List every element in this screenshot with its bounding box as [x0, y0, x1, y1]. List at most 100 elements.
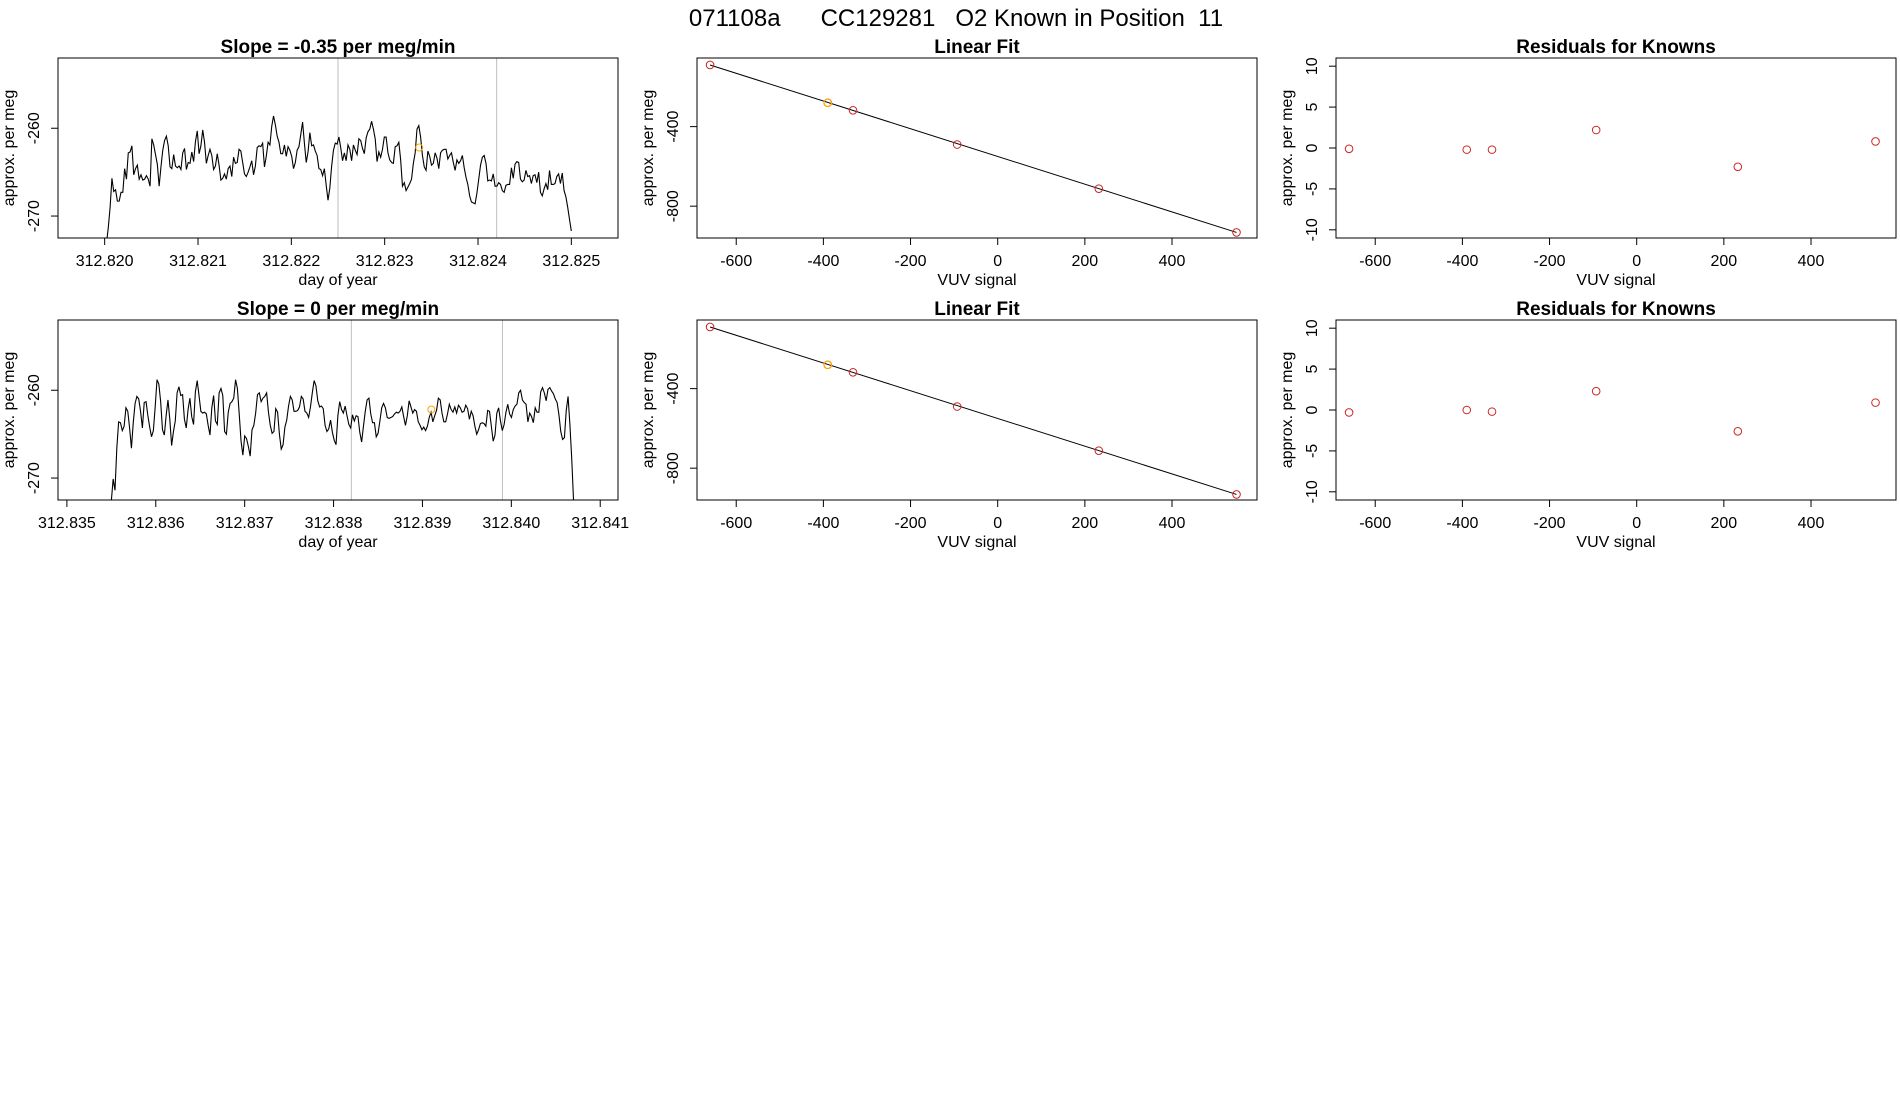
y-tick-label: -800: [665, 452, 682, 484]
data-point: [1462, 405, 1472, 415]
y-tick-label: -260: [26, 112, 43, 144]
x-tick-label: 312.836: [127, 515, 185, 532]
plot-frame: [696, 57, 1258, 239]
x-tick-label: -200: [1534, 515, 1566, 532]
x-tick-label: 200: [1711, 515, 1738, 532]
plot-frame: [696, 319, 1258, 501]
chart-res1: Residuals for Knowns -600 -400 -200 0 200 400 V…: [1279, 37, 1897, 289]
chart-fit2: Linear Fit -600 -400 -200 0 200 400 VUV signal -…: [640, 299, 1258, 551]
x-tick-label: 312.825: [542, 253, 600, 270]
x-tick-label: -600: [1359, 253, 1391, 270]
y-axis-label: approx. per meg: [640, 352, 657, 469]
y-axis-label: approx. per meg: [1, 90, 18, 207]
x-tick-label: 312.823: [356, 253, 414, 270]
chart-ts1: Slope = -0.35 per meg/min 312.820 312.821 3…: [1, 37, 619, 289]
x-tick-label: -600: [720, 515, 752, 532]
x-tick-label: 312.835: [38, 515, 96, 532]
y-axis-label: approx. per meg: [640, 90, 657, 207]
series-line: [110, 379, 575, 500]
x-tick-label: 312.820: [76, 253, 134, 270]
y-tick-label: -10: [1304, 218, 1321, 241]
y-tick-label: 0: [1304, 405, 1321, 414]
x-tick-label: 400: [1798, 515, 1825, 532]
x-axis-label: VUV signal: [1576, 272, 1655, 289]
x-tick-label: -200: [1534, 253, 1566, 270]
y-tick-label: -10: [1304, 480, 1321, 503]
x-tick-label: 400: [1159, 515, 1186, 532]
data-point: [1591, 386, 1601, 396]
x-tick-label: 0: [1632, 253, 1641, 270]
series-line: [106, 115, 572, 238]
highlight-point: [427, 405, 436, 414]
data-point: [1591, 125, 1601, 135]
data-point: [952, 140, 962, 149]
plot-frame: [57, 57, 619, 239]
x-tick-label: -400: [1446, 253, 1478, 270]
x-tick-label: 200: [1072, 515, 1099, 532]
plot-frame: [1335, 57, 1897, 239]
data-point: [705, 60, 715, 70]
data-point: [705, 322, 715, 332]
chart-title: Slope = 0 per meg/min: [237, 299, 439, 320]
x-tick-label: 312.824: [449, 253, 507, 270]
highlight-point: [823, 360, 833, 370]
x-axis-label: day of year: [298, 534, 378, 551]
chart-title: Residuals for Knowns: [1516, 37, 1716, 58]
x-tick-label: 312.841: [571, 515, 629, 532]
data-point: [952, 402, 962, 411]
data-point: [1344, 408, 1354, 417]
y-tick-label: -5: [1304, 182, 1321, 196]
x-tick-label: 312.840: [482, 515, 540, 532]
chart-title: Linear Fit: [934, 299, 1020, 320]
x-tick-label: 312.838: [305, 515, 363, 532]
data-point: [1462, 145, 1472, 154]
panels: Slope = -0.35 per meg/min 312.820 312.821 3…: [1, 37, 1897, 551]
y-tick-label: -260: [26, 374, 43, 406]
x-tick-label: 312.839: [394, 515, 452, 532]
plot-frame: [57, 319, 619, 501]
y-tick-label: -400: [665, 373, 682, 405]
data-point: [848, 368, 858, 377]
x-tick-label: -400: [1446, 515, 1478, 532]
highlight-point: [823, 98, 833, 108]
data-point: [1487, 407, 1497, 416]
data-point: [1094, 446, 1104, 455]
data-point: [1871, 137, 1880, 146]
x-tick-label: -200: [895, 515, 927, 532]
x-tick-label: 200: [1072, 253, 1099, 270]
data-point: [1733, 162, 1743, 172]
y-axis-label: approx. per meg: [1279, 352, 1296, 469]
x-tick-label: 400: [1159, 253, 1186, 270]
figure-title: 071108a CC129281 O2 Known in Position 11: [689, 5, 1223, 32]
data-point: [1733, 426, 1743, 436]
data-point: [1094, 184, 1104, 193]
y-tick-label: 10: [1304, 319, 1321, 337]
data-point: [1232, 490, 1241, 499]
plot-frame: [1335, 319, 1897, 501]
highlight-point: [415, 143, 424, 152]
y-tick-label: 5: [1304, 103, 1321, 112]
x-tick-label: 0: [1632, 515, 1641, 532]
y-tick-label: 10: [1304, 57, 1321, 75]
y-tick-label: -800: [665, 190, 682, 222]
y-axis-label: approx. per meg: [1279, 90, 1296, 207]
x-axis-label: VUV signal: [937, 534, 1016, 551]
x-tick-label: 200: [1711, 253, 1738, 270]
x-tick-label: 312.837: [216, 515, 274, 532]
x-axis-label: VUV signal: [1576, 534, 1655, 551]
data-point: [848, 106, 858, 115]
x-axis-label: day of year: [298, 272, 378, 289]
chart-title: Slope = -0.35 per meg/min: [221, 37, 456, 58]
y-tick-label: 5: [1304, 365, 1321, 374]
y-tick-label: -270: [26, 462, 43, 494]
x-tick-label: -600: [1359, 515, 1391, 532]
y-tick-label: -5: [1304, 444, 1321, 458]
x-tick-label: 0: [993, 253, 1002, 270]
y-axis-label: approx. per meg: [1, 352, 18, 469]
x-axis-label: VUV signal: [937, 272, 1016, 289]
chart-fit1: Linear Fit -600 -400 -200 0 200 400 VUV signal -…: [640, 37, 1258, 289]
data-point: [1344, 144, 1354, 154]
x-tick-label: -600: [720, 253, 752, 270]
y-tick-label: 0: [1304, 143, 1321, 152]
